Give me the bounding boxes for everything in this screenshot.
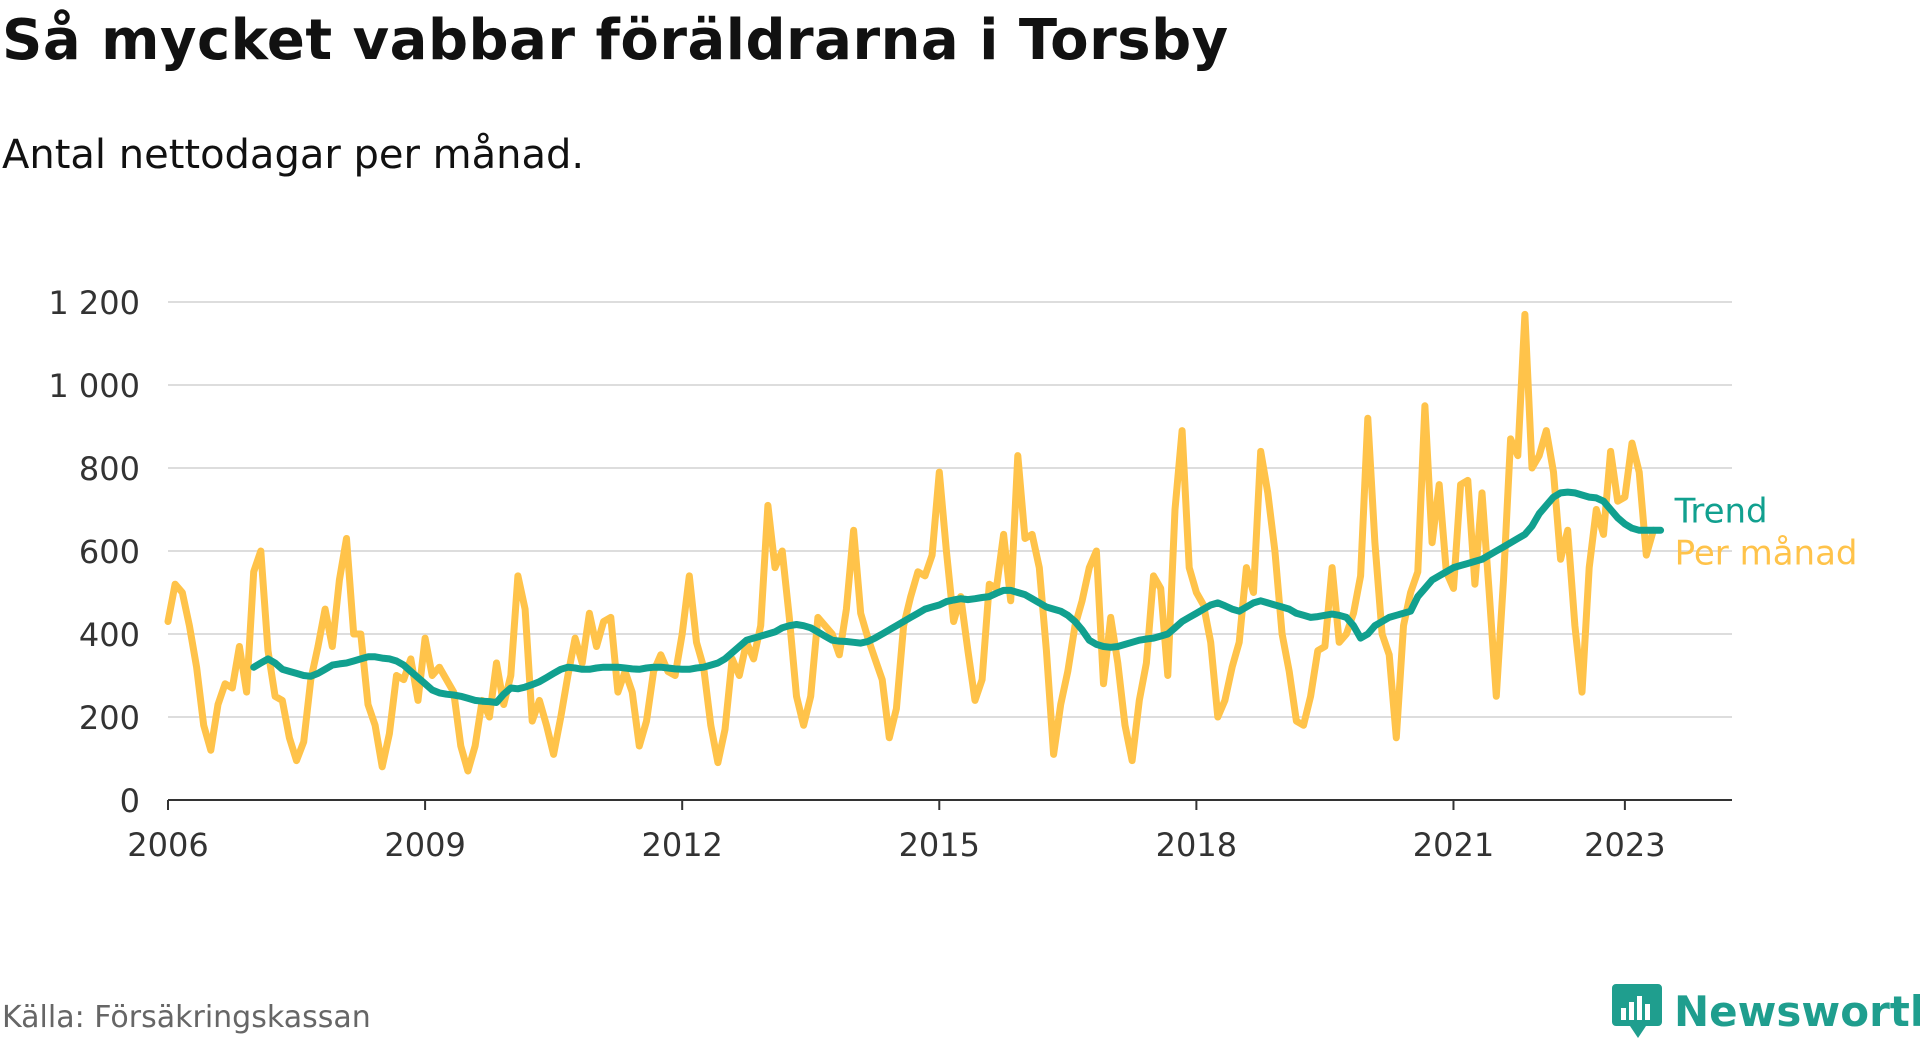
x-tick-label: 2015 <box>899 826 980 864</box>
x-tick-label: 2018 <box>1156 826 1237 864</box>
y-tick-label: 800 <box>79 450 140 488</box>
newsworthy-logo-icon <box>1612 984 1662 1038</box>
x-tick-label: 2009 <box>384 826 465 864</box>
y-tick-label: 600 <box>79 533 140 571</box>
x-tick-label: 2012 <box>641 826 722 864</box>
x-tick-label: 2023 <box>1584 826 1665 864</box>
series-label: Per månad <box>1675 533 1858 573</box>
y-tick-label: 1 200 <box>48 284 140 322</box>
chart-subtitle: Antal nettodagar per månad. <box>2 132 585 178</box>
chart-title: Så mycket vabbar föräldrarna i Torsby <box>2 8 1229 73</box>
x-axis-ticks: 2006 2009 2012 2015 2018 2021 2023 <box>127 800 1666 864</box>
y-tick-label: 400 <box>79 616 140 654</box>
x-tick-label: 2021 <box>1413 826 1494 864</box>
newsworthy-logo[interactable]: Newsworthy <box>1612 980 1920 1042</box>
y-tick-label: 0 <box>120 782 140 820</box>
brand-name: Newsworthy <box>1674 986 1920 1036</box>
series-lines <box>164 310 1665 775</box>
series-line-per-månad <box>164 310 1657 775</box>
source-note: Källa: Försäkringskassan <box>2 1000 371 1035</box>
series-label: Trend <box>1674 491 1768 531</box>
x-tick-label: 2006 <box>127 826 208 864</box>
y-tick-label: 200 <box>79 699 140 737</box>
y-axis-tick-labels: 0 200 400 600 800 1 000 1 200 <box>48 284 140 820</box>
series-line-trend <box>250 488 1665 706</box>
y-tick-label: 1 000 <box>48 367 140 405</box>
